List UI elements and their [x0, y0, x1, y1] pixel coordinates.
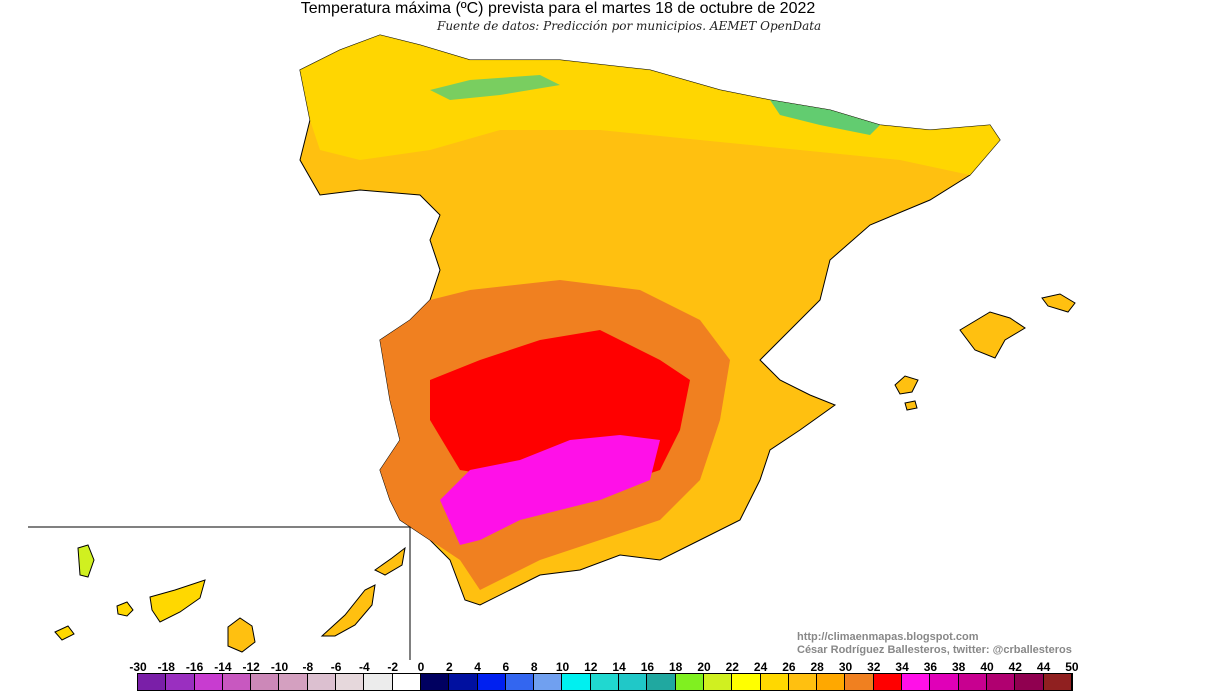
tenerife — [149, 579, 206, 623]
map-subtitle: Fuente de datos: Predicción por municipi… — [437, 19, 822, 33]
legend-swatch — [647, 674, 676, 690]
legend-label: 4 — [474, 660, 481, 674]
legend-swatch — [703, 674, 733, 690]
legend-label: 36 — [923, 660, 938, 674]
legend-swatch — [590, 674, 620, 690]
legend-swatch — [562, 674, 591, 690]
legend-swatch — [902, 674, 931, 690]
legend-label: 8 — [530, 660, 538, 674]
legend-label: 12 — [584, 660, 598, 674]
legend-swatch — [1043, 674, 1072, 690]
legend-label: 14 — [612, 660, 626, 674]
la-palma — [77, 544, 95, 578]
canary-islands — [54, 544, 406, 653]
legend-label: 6 — [502, 660, 510, 674]
legend-swatch — [449, 674, 478, 690]
legend-swatch — [930, 674, 959, 690]
legend-swatch — [138, 674, 167, 690]
legend-label: 0 — [417, 660, 425, 674]
legend-swatch — [986, 674, 1016, 690]
legend-swatch — [534, 674, 563, 690]
legend-label: 26 — [782, 660, 796, 674]
legend-swatch — [194, 674, 223, 690]
legend-swatch — [166, 674, 195, 690]
legend-label: -16 — [185, 660, 204, 674]
cool-cantabrian — [430, 75, 560, 100]
canary-inset-border — [28, 526, 411, 660]
legend-label: 40 — [980, 660, 994, 674]
legend-label: 32 — [867, 660, 881, 674]
la-gomera — [116, 601, 134, 617]
legend-swatch — [420, 674, 450, 690]
legend-label: 34 — [895, 660, 909, 674]
legend-label: 20 — [697, 660, 711, 674]
balearic-islands — [894, 293, 1076, 411]
legend-label: 16 — [640, 660, 655, 674]
legend-swatch — [222, 674, 252, 690]
legend-swatch — [251, 674, 280, 690]
legend-swatch — [505, 674, 535, 690]
legend-label: -4 — [359, 660, 370, 674]
fuerteventura — [320, 584, 376, 637]
legend-label: 18 — [669, 660, 683, 674]
legend-label: 28 — [810, 660, 824, 674]
legend-label: 44 — [1036, 660, 1051, 674]
legend-swatch — [364, 674, 393, 690]
legend-swatch — [307, 674, 337, 690]
legend-label: 10 — [555, 660, 570, 674]
legend-swatch — [732, 674, 761, 690]
magenta-zone — [440, 435, 660, 545]
peninsula — [299, 34, 1001, 606]
legend-label: 42 — [1008, 660, 1022, 674]
legend-swatch — [477, 674, 506, 690]
legend-swatch — [760, 674, 789, 690]
gran-canaria — [227, 617, 256, 653]
legend-label: -18 — [157, 660, 175, 674]
el-hierro — [54, 625, 75, 641]
map-title: Temperatura máxima (ºC) prevista para el… — [300, 0, 816, 17]
menorca — [1041, 293, 1076, 313]
legend-label: 50 — [1065, 660, 1079, 674]
legend-label: 22 — [725, 660, 739, 674]
legend-swatch — [873, 674, 903, 690]
legend-label: -10 — [270, 660, 289, 674]
northern-cool-zone — [300, 35, 1000, 175]
credit-author: César Rodríguez Ballesteros, twitter: @c… — [797, 644, 1072, 656]
lanzarote — [374, 546, 406, 576]
legend-swatch — [675, 674, 704, 690]
legend-label: -2 — [387, 660, 399, 674]
legend-label: 30 — [838, 660, 853, 674]
cool-pyrenees — [770, 100, 880, 135]
legend-swatch — [845, 674, 874, 690]
legend-label: 38 — [952, 660, 966, 674]
legend-label: -30 — [129, 660, 147, 674]
color-legend — [137, 673, 1073, 691]
legend-swatch — [392, 674, 421, 690]
legend-label: -6 — [330, 660, 342, 674]
credit-url[interactable]: http://climaenmapas.blogspot.com — [797, 631, 979, 643]
legend-label: -14 — [214, 660, 232, 674]
mallorca — [959, 311, 1026, 359]
legend-swatch — [788, 674, 818, 690]
legend-label: -8 — [302, 660, 314, 674]
legend-swatch — [336, 674, 365, 690]
ibiza — [894, 375, 919, 395]
formentera — [904, 400, 918, 411]
legend-label: 24 — [753, 660, 768, 674]
legend-swatch — [1015, 674, 1044, 690]
legend-label: -12 — [242, 660, 260, 674]
legend-swatch — [279, 674, 308, 690]
legend-label: 2 — [445, 660, 453, 674]
legend-swatch — [619, 674, 648, 690]
legend-swatch — [958, 674, 987, 690]
legend-swatch — [817, 674, 846, 690]
